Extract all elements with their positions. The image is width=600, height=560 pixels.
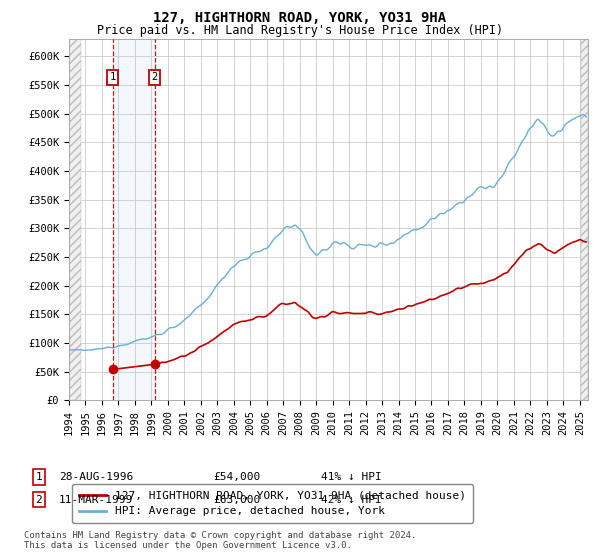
Bar [113,39,155,400]
Text: 28-AUG-1996: 28-AUG-1996 [59,472,133,482]
Text: 1: 1 [35,472,43,482]
Text: 2: 2 [35,494,43,505]
Text: £54,000: £54,000 [213,472,260,482]
Text: 42% ↓ HPI: 42% ↓ HPI [321,494,382,505]
Text: £63,000: £63,000 [213,494,260,505]
Text: 127, HIGHTHORN ROAD, YORK, YO31 9HA: 127, HIGHTHORN ROAD, YORK, YO31 9HA [154,11,446,25]
Text: 1: 1 [110,72,116,82]
Text: Contains HM Land Registry data © Crown copyright and database right 2024.
This d: Contains HM Land Registry data © Crown c… [24,530,416,550]
Legend: 127, HIGHTHORN ROAD, YORK, YO31 9HA (detached house), HPI: Average price, detach: 127, HIGHTHORN ROAD, YORK, YO31 9HA (det… [72,484,473,523]
Text: Price paid vs. HM Land Registry's House Price Index (HPI): Price paid vs. HM Land Registry's House … [97,24,503,36]
Text: 11-MAR-1999: 11-MAR-1999 [59,494,133,505]
Text: 2: 2 [151,72,158,82]
Text: 41% ↓ HPI: 41% ↓ HPI [321,472,382,482]
